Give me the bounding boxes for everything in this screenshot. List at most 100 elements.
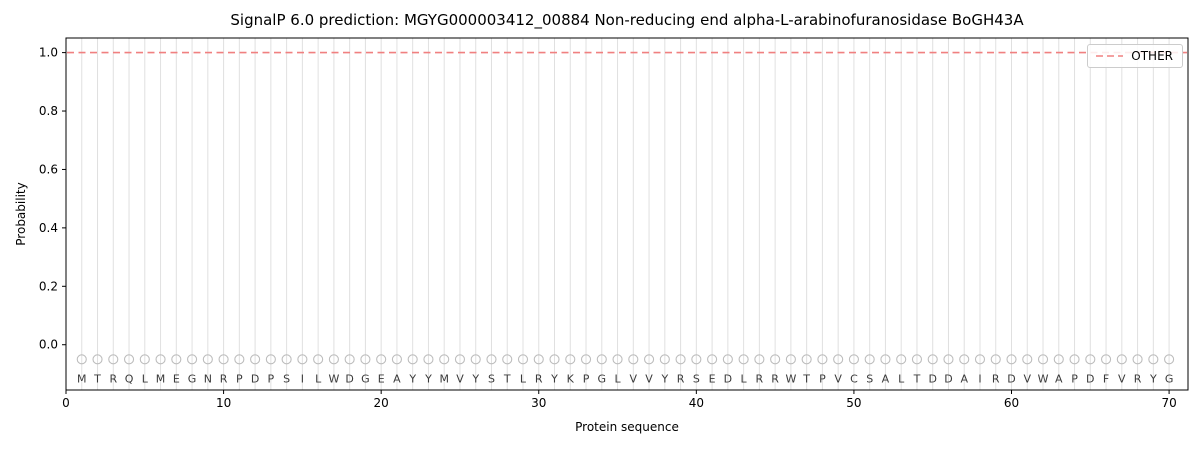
x-tick-label: 20 xyxy=(374,396,389,410)
residue-marker xyxy=(139,354,150,365)
sequence-letter: G xyxy=(188,372,197,385)
sequence-letter: D xyxy=(1086,372,1094,385)
sequence-letter: R xyxy=(1134,372,1142,385)
residue-marker xyxy=(1101,354,1112,365)
sequence-letter: L xyxy=(741,372,748,385)
residue-marker xyxy=(328,354,339,365)
sequence-letter: L xyxy=(315,372,322,385)
residue-marker xyxy=(502,354,513,365)
sequence-letter: R xyxy=(535,372,543,385)
sequence-letter: W xyxy=(328,372,339,385)
sequence-letter: S xyxy=(693,372,700,385)
sequence-letter: Y xyxy=(424,372,432,385)
residue-marker xyxy=(92,354,103,365)
residue-marker xyxy=(565,354,576,365)
residue-marker xyxy=(360,354,371,365)
residue-marker xyxy=(1132,354,1143,365)
sequence-letter: D xyxy=(345,372,353,385)
sequence-letter: Q xyxy=(125,372,134,385)
sequence-letter: K xyxy=(567,372,575,385)
residue-marker xyxy=(218,354,229,365)
sequence-letter: V xyxy=(1118,372,1126,385)
residue-marker xyxy=(1022,354,1033,365)
y-tick-label: 0.6 xyxy=(39,162,58,176)
sequence-letter: D xyxy=(724,372,732,385)
sequence-letter: D xyxy=(1007,372,1015,385)
sequence-letter: S xyxy=(488,372,495,385)
residue-marker xyxy=(1053,354,1064,365)
residue-marker xyxy=(596,354,607,365)
residue-marker xyxy=(439,354,450,365)
sequence-letter: E xyxy=(173,372,180,385)
residue-marker xyxy=(533,354,544,365)
residue-marker xyxy=(911,354,923,365)
x-tick-label: 30 xyxy=(531,396,546,410)
sequence-letter: V xyxy=(645,372,653,385)
x-tick-label: 70 xyxy=(1161,396,1176,410)
residue-marker xyxy=(880,354,891,365)
residue-marker xyxy=(123,354,135,365)
residue-marker xyxy=(423,354,434,365)
sequence-letter: G xyxy=(361,372,370,385)
sequence-letter: A xyxy=(393,372,401,385)
residue-marker xyxy=(959,354,970,365)
residue-marker xyxy=(943,354,954,365)
sequence-letter: R xyxy=(771,372,779,385)
residue-marker xyxy=(1037,354,1049,365)
sequence-letter: W xyxy=(785,372,796,385)
sequence-letter: G xyxy=(1165,372,1174,385)
residue-marker xyxy=(187,354,198,365)
sequence-letter: L xyxy=(898,372,905,385)
residue-marker xyxy=(202,354,213,365)
x-tick-label: 10 xyxy=(216,396,231,410)
sequence-letter: M xyxy=(439,372,449,385)
sequence-letter: L xyxy=(142,372,149,385)
sequence-letter: T xyxy=(802,372,810,385)
plot-title: SignalP 6.0 prediction: MGYG000003412_00… xyxy=(230,11,1024,29)
residue-marker xyxy=(517,354,529,365)
sequence-letter: E xyxy=(378,372,385,385)
residue-marker xyxy=(407,354,418,365)
sequence-letter: G xyxy=(598,372,607,385)
sequence-letter: M xyxy=(77,372,87,385)
residue-marker xyxy=(990,354,1001,365)
residue-marker xyxy=(155,354,166,365)
x-tick-label: 0 xyxy=(62,396,70,410)
legend-label: OTHER xyxy=(1131,49,1173,63)
sequence-letter: A xyxy=(960,372,968,385)
y-tick-label: 0.4 xyxy=(39,221,58,235)
sequence-letter: T xyxy=(93,372,101,385)
y-tick-label: 1.0 xyxy=(39,46,58,60)
residue-marker xyxy=(848,354,859,365)
sequence-letter: Y xyxy=(1149,372,1157,385)
sequence-letter: T xyxy=(503,372,511,385)
sequence-letter: N xyxy=(204,372,212,385)
residue-marker xyxy=(722,354,733,365)
residue-marker xyxy=(454,354,466,365)
residue-marker xyxy=(644,354,655,365)
residue-marker xyxy=(1148,354,1159,365)
sequence-letter: I xyxy=(301,372,304,385)
residue-marker xyxy=(297,354,308,365)
legend: OTHER xyxy=(1087,44,1183,68)
residue-marker xyxy=(628,354,639,365)
sequence-letter: P xyxy=(1071,372,1078,385)
sequence-letter: I xyxy=(978,372,981,385)
residue-marker xyxy=(281,354,292,365)
sequence-letter: P xyxy=(583,372,590,385)
y-tick-label: 0.0 xyxy=(39,338,58,352)
sequence-letter: Y xyxy=(660,372,668,385)
sequence-letter: D xyxy=(251,372,259,385)
residue-marker xyxy=(486,354,497,365)
residue-marker xyxy=(927,354,938,365)
plot-frame xyxy=(65,37,1189,391)
residue-marker xyxy=(171,354,182,365)
sequence-letter: V xyxy=(456,372,464,385)
sequence-letter: Y xyxy=(550,372,558,385)
sequence-letter: R xyxy=(109,372,117,385)
x-tick-label: 50 xyxy=(846,396,861,410)
sequence-letter: D xyxy=(944,372,952,385)
residue-marker xyxy=(1116,354,1127,365)
sequence-letter: F xyxy=(1103,372,1109,385)
